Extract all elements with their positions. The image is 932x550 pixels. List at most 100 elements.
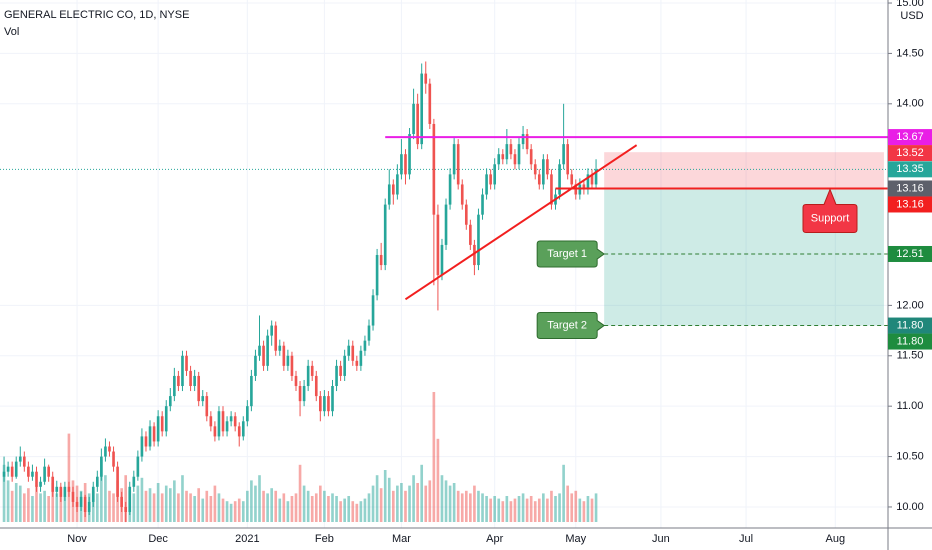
volume-bar [140, 477, 144, 522]
volume-bar [124, 475, 128, 522]
volume-bar [95, 493, 99, 522]
candle-body [266, 335, 269, 366]
candle-body [47, 466, 50, 477]
candle-body [456, 144, 460, 185]
candle-body [108, 446, 111, 452]
candle-body [18, 456, 22, 462]
volume-bar [351, 501, 355, 522]
volume-bar [574, 490, 578, 522]
volume-bar [339, 501, 342, 522]
volume-bar [189, 493, 192, 522]
volume-bar [460, 493, 464, 522]
volume-bar [310, 496, 314, 522]
trend-line [404, 144, 638, 301]
volume-bar [408, 485, 411, 522]
volume-bar [562, 464, 565, 522]
candle-body [586, 174, 590, 190]
volume-bar [327, 496, 330, 522]
volume-bar [43, 490, 46, 522]
candle-body [566, 144, 569, 175]
candle-body [6, 466, 10, 472]
volume-bar [448, 485, 452, 522]
volume-bar [63, 496, 67, 522]
candle-body [351, 345, 355, 361]
candle-body [258, 345, 261, 356]
candle-body [201, 396, 205, 402]
candle-body [67, 486, 71, 492]
volume-bar [594, 493, 598, 522]
volume-bar [424, 485, 428, 522]
candle-body [205, 396, 209, 417]
candle-body [424, 73, 428, 84]
volume-bar [213, 485, 217, 522]
volume-bar [396, 485, 399, 522]
x-tick-label: Jul [739, 533, 753, 545]
volume-bar [262, 490, 265, 522]
candle-body [391, 184, 395, 195]
volume-bar [505, 496, 509, 522]
volume-bar [582, 501, 586, 522]
candle-body [310, 365, 314, 376]
volume-bar [55, 493, 59, 522]
candle-body [408, 134, 411, 175]
candle-body [327, 396, 330, 412]
candle-body [290, 355, 294, 376]
volume-bar [23, 493, 26, 522]
callout-text: Target 2 [547, 319, 587, 331]
candle-body [558, 164, 561, 195]
volume-bar [152, 493, 156, 522]
volume-bar [456, 490, 460, 522]
candle-body [485, 174, 488, 195]
volume-bar [67, 433, 71, 522]
volume-bar [501, 501, 505, 522]
candle-body [63, 486, 67, 497]
volume-bar [509, 501, 513, 522]
x-tick-label: Feb [315, 533, 334, 545]
volume-bar [590, 498, 594, 522]
volume-bar [266, 493, 269, 522]
candle-body [420, 73, 424, 145]
volume-bar [241, 501, 245, 522]
y-tick-label: 14.50 [896, 47, 924, 59]
candle-body [51, 476, 55, 492]
x-tick-label: Apr [486, 533, 503, 545]
volume-bar [2, 464, 6, 522]
volume-bar [521, 493, 525, 522]
volume-bar [156, 483, 160, 522]
volume-bar [14, 483, 18, 522]
candle-body [371, 295, 375, 326]
candle-body [590, 174, 594, 185]
volume-bar [164, 485, 168, 522]
volume-bar [302, 485, 306, 522]
candle-body [432, 123, 436, 215]
volume-bar [246, 490, 249, 522]
candle-body [164, 406, 168, 432]
candle-body [525, 134, 529, 150]
y-tick-label: 12.00 [896, 299, 924, 311]
candle-body [156, 416, 160, 442]
volume-bar [136, 485, 140, 522]
volume-bar [270, 488, 273, 522]
candle-body [294, 375, 298, 387]
volume-bar [481, 493, 484, 522]
volume-bar [51, 483, 55, 522]
candle-body [217, 411, 221, 437]
volume-bar [104, 475, 107, 522]
volume-bar [314, 493, 318, 522]
candle-body [416, 103, 419, 145]
candle-body [75, 501, 79, 507]
volume-bar [108, 490, 111, 522]
price-tag [888, 180, 932, 197]
volume-bar [290, 496, 294, 522]
volume-bar [440, 475, 444, 522]
candle-body [343, 355, 346, 376]
x-tick-label: May [565, 533, 586, 545]
volume-bar [31, 496, 34, 522]
volume-bar [185, 490, 188, 522]
callout-box [536, 240, 606, 268]
candle-body [233, 416, 237, 427]
candle-body [23, 456, 26, 467]
volume-bar [250, 480, 253, 522]
volume-bar [306, 490, 310, 522]
